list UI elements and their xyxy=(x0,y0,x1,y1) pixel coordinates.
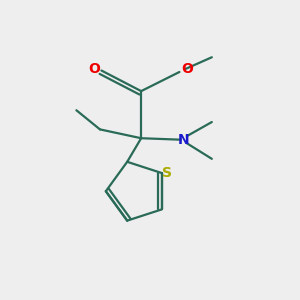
Text: O: O xyxy=(181,62,193,76)
Text: S: S xyxy=(162,166,172,180)
Text: N: N xyxy=(178,133,190,147)
Text: O: O xyxy=(88,62,100,76)
